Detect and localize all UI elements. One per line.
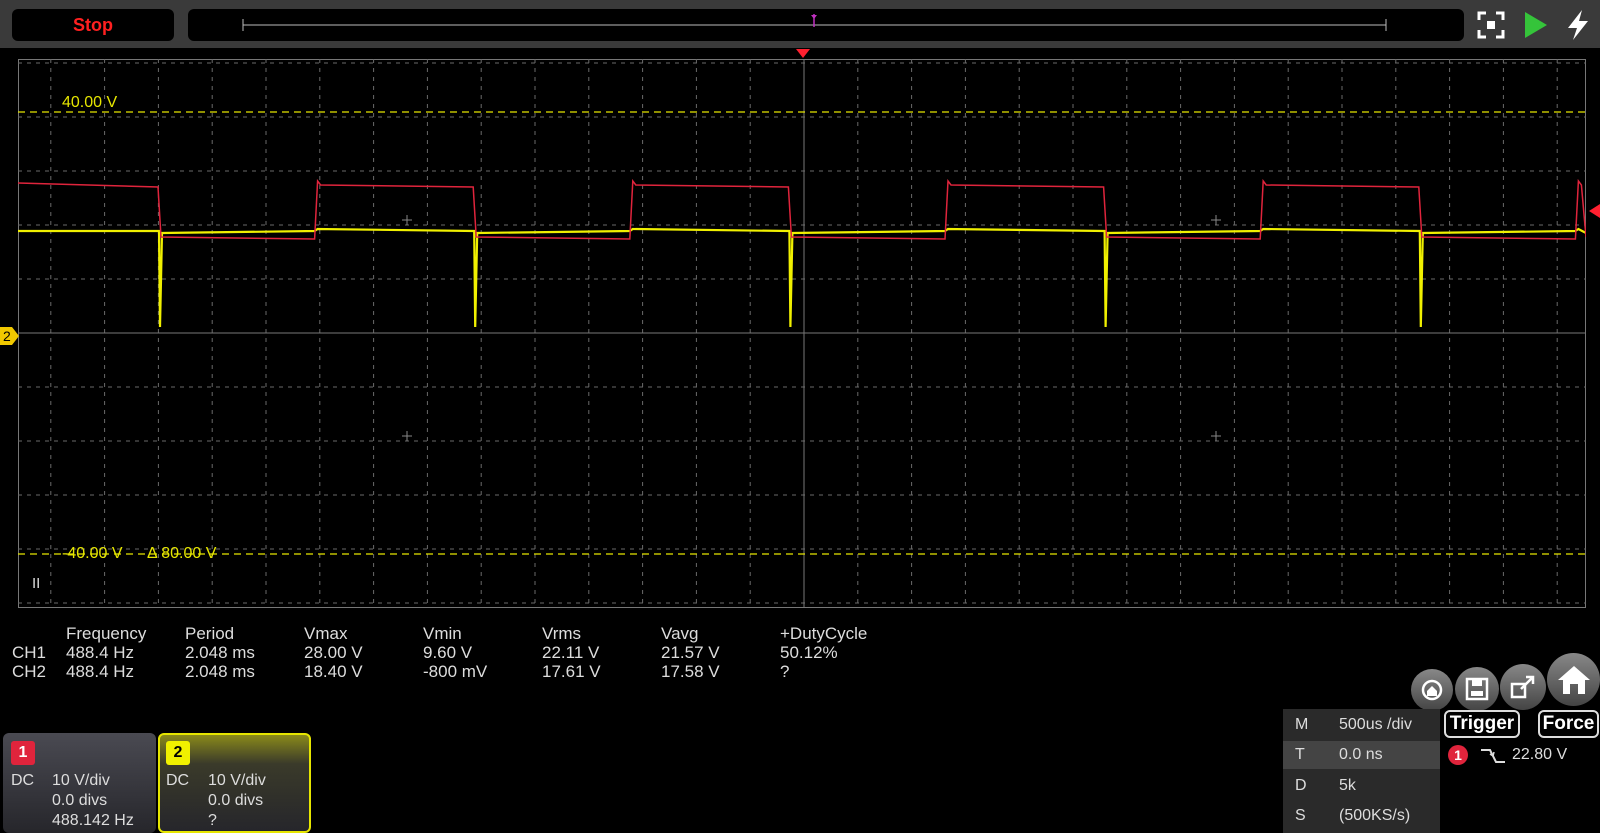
stop-button[interactable]: Stop (12, 9, 174, 41)
channel-1-frequency: 488.142 Hz (52, 812, 134, 829)
trigger-button[interactable]: Trigger (1444, 710, 1520, 738)
measurement-row-ch2: CH2 488.4 Hz 2.048 ms 18.40 V -800 mV 17… (12, 662, 790, 681)
force-button[interactable]: Force (1538, 710, 1599, 738)
fullscreen-icon[interactable] (1474, 8, 1508, 42)
channel-1-card[interactable]: 1 DC 10 V/div 0.0 divs 488.142 Hz (3, 733, 156, 833)
ch2-ground-marker[interactable]: 2 (0, 326, 20, 346)
channel-2-card[interactable]: 2 DC 10 V/div 0.0 divs ? (158, 733, 311, 833)
measurements-table: Frequency Period Vmax Vmin Vrms Vavg +Du… (12, 624, 899, 681)
timebase-panel[interactable]: M 500us /div T 0.0 ns D 5k S (500KS/s) (1283, 709, 1440, 833)
pause-indicator: II (32, 575, 41, 592)
ch1-waveform (17, 178, 1587, 240)
channel-2-offset: 0.0 divs (208, 792, 264, 809)
channel-2-frequency: ? (208, 812, 217, 829)
measurements-header: Frequency Period Vmax Vmin Vrms Vavg +Du… (66, 624, 868, 643)
upper-cursor-label: 40.00 V (62, 94, 118, 111)
top-toolbar: Stop (0, 0, 1600, 48)
export-icon[interactable] (1500, 664, 1546, 710)
trigger-level: 22.80 V (1512, 746, 1568, 763)
channel-1-scale: 10 V/div (52, 772, 110, 789)
channel-1-coupling: DC (11, 772, 35, 789)
svg-text:2: 2 (3, 328, 11, 344)
trigger-level-marker[interactable] (1589, 204, 1600, 218)
timebase-row-samplerate: S (500KS/s) (1295, 807, 1411, 824)
auto-setup-icon[interactable] (1561, 8, 1595, 42)
timeline-bar (242, 14, 1387, 31)
trigger-source-badge: 1 (1448, 745, 1468, 765)
channel-2-coupling: DC (166, 772, 190, 789)
save-icon[interactable] (1455, 667, 1499, 711)
timebase-row-main: M 500us /div (1295, 716, 1412, 733)
measurement-row-ch1: CH1 488.4 Hz 2.048 ms 28.00 V 9.60 V 22.… (12, 643, 838, 662)
channel-2-badge: 2 (166, 741, 190, 765)
timebase-row-depth: D 5k (1295, 777, 1356, 794)
falling-edge-icon (1481, 749, 1505, 763)
home-icon[interactable] (1547, 653, 1600, 706)
waveform-grid (17, 59, 1587, 608)
channel-1-badge: 1 (11, 741, 35, 765)
memory-timeline[interactable] (188, 9, 1464, 41)
cursor-delta-label: Δ 80.00 V (147, 545, 217, 562)
timebase-row-trigger-time: T 0.0 ns (1283, 741, 1440, 769)
trigger-position-marker[interactable] (795, 48, 811, 60)
capture-icon[interactable] (1411, 669, 1453, 711)
waveform-display[interactable]: 40.00 V -40.00 V Δ 80.00 V II (17, 59, 1587, 608)
channel-2-scale: 10 V/div (208, 772, 266, 789)
channel-1-offset: 0.0 divs (52, 792, 108, 809)
play-icon[interactable] (1518, 8, 1552, 42)
lower-cursor-label: -40.00 V (62, 545, 123, 562)
